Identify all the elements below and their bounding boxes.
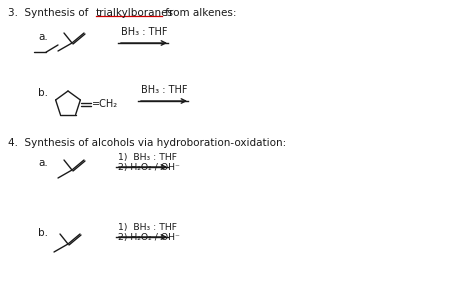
Text: 4.  Synthesis of alcohols via hydroboration-oxidation:: 4. Synthesis of alcohols via hydroborati… xyxy=(8,138,286,148)
Text: a.: a. xyxy=(38,32,48,42)
Text: a.: a. xyxy=(38,158,48,168)
Text: 1)  BH₃ : THF: 1) BH₃ : THF xyxy=(118,153,177,162)
Text: BH₃ : THF: BH₃ : THF xyxy=(141,85,187,95)
Text: b.: b. xyxy=(38,88,48,98)
Text: trialkylboranes: trialkylboranes xyxy=(96,8,174,18)
Text: BH₃ : THF: BH₃ : THF xyxy=(121,27,167,37)
Text: =CH₂: =CH₂ xyxy=(92,99,118,109)
Text: 2) H₂O₂ / OH⁻: 2) H₂O₂ / OH⁻ xyxy=(118,233,180,242)
Text: 3.  Synthesis of: 3. Synthesis of xyxy=(8,8,91,18)
Text: from alkenes:: from alkenes: xyxy=(162,8,237,18)
Text: 1)  BH₃ : THF: 1) BH₃ : THF xyxy=(118,223,177,232)
Text: 2) H₂O₂ / OH⁻: 2) H₂O₂ / OH⁻ xyxy=(118,163,180,172)
Text: b.: b. xyxy=(38,228,48,238)
